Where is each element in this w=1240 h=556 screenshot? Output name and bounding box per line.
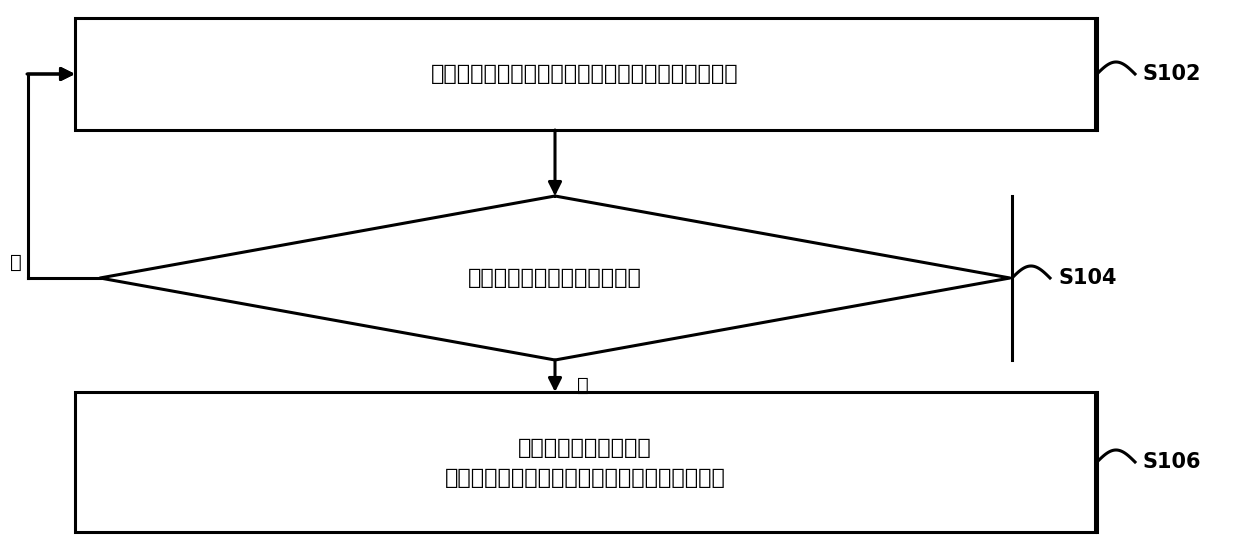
Text: 电机的振动幅值大于预设幅值: 电机的振动幅值大于预设幅值 [467, 268, 642, 288]
Text: 否: 否 [10, 253, 22, 272]
Text: 利用电机内部设置的位移传感器检测电机的振动幅值: 利用电机内部设置的位移传感器检测电机的振动幅值 [432, 64, 739, 84]
Text: S106: S106 [1143, 452, 1202, 472]
Text: 从而调节电机的运行频率不等于电机的固有频率: 从而调节电机的运行频率不等于电机的固有频率 [445, 468, 725, 488]
Text: 调整电机的输入电压，: 调整电机的输入电压， [518, 438, 652, 458]
Polygon shape [74, 18, 1095, 130]
Text: 是: 是 [577, 376, 589, 395]
Polygon shape [74, 392, 1095, 532]
Text: S104: S104 [1058, 268, 1116, 288]
Text: S102: S102 [1143, 64, 1202, 84]
